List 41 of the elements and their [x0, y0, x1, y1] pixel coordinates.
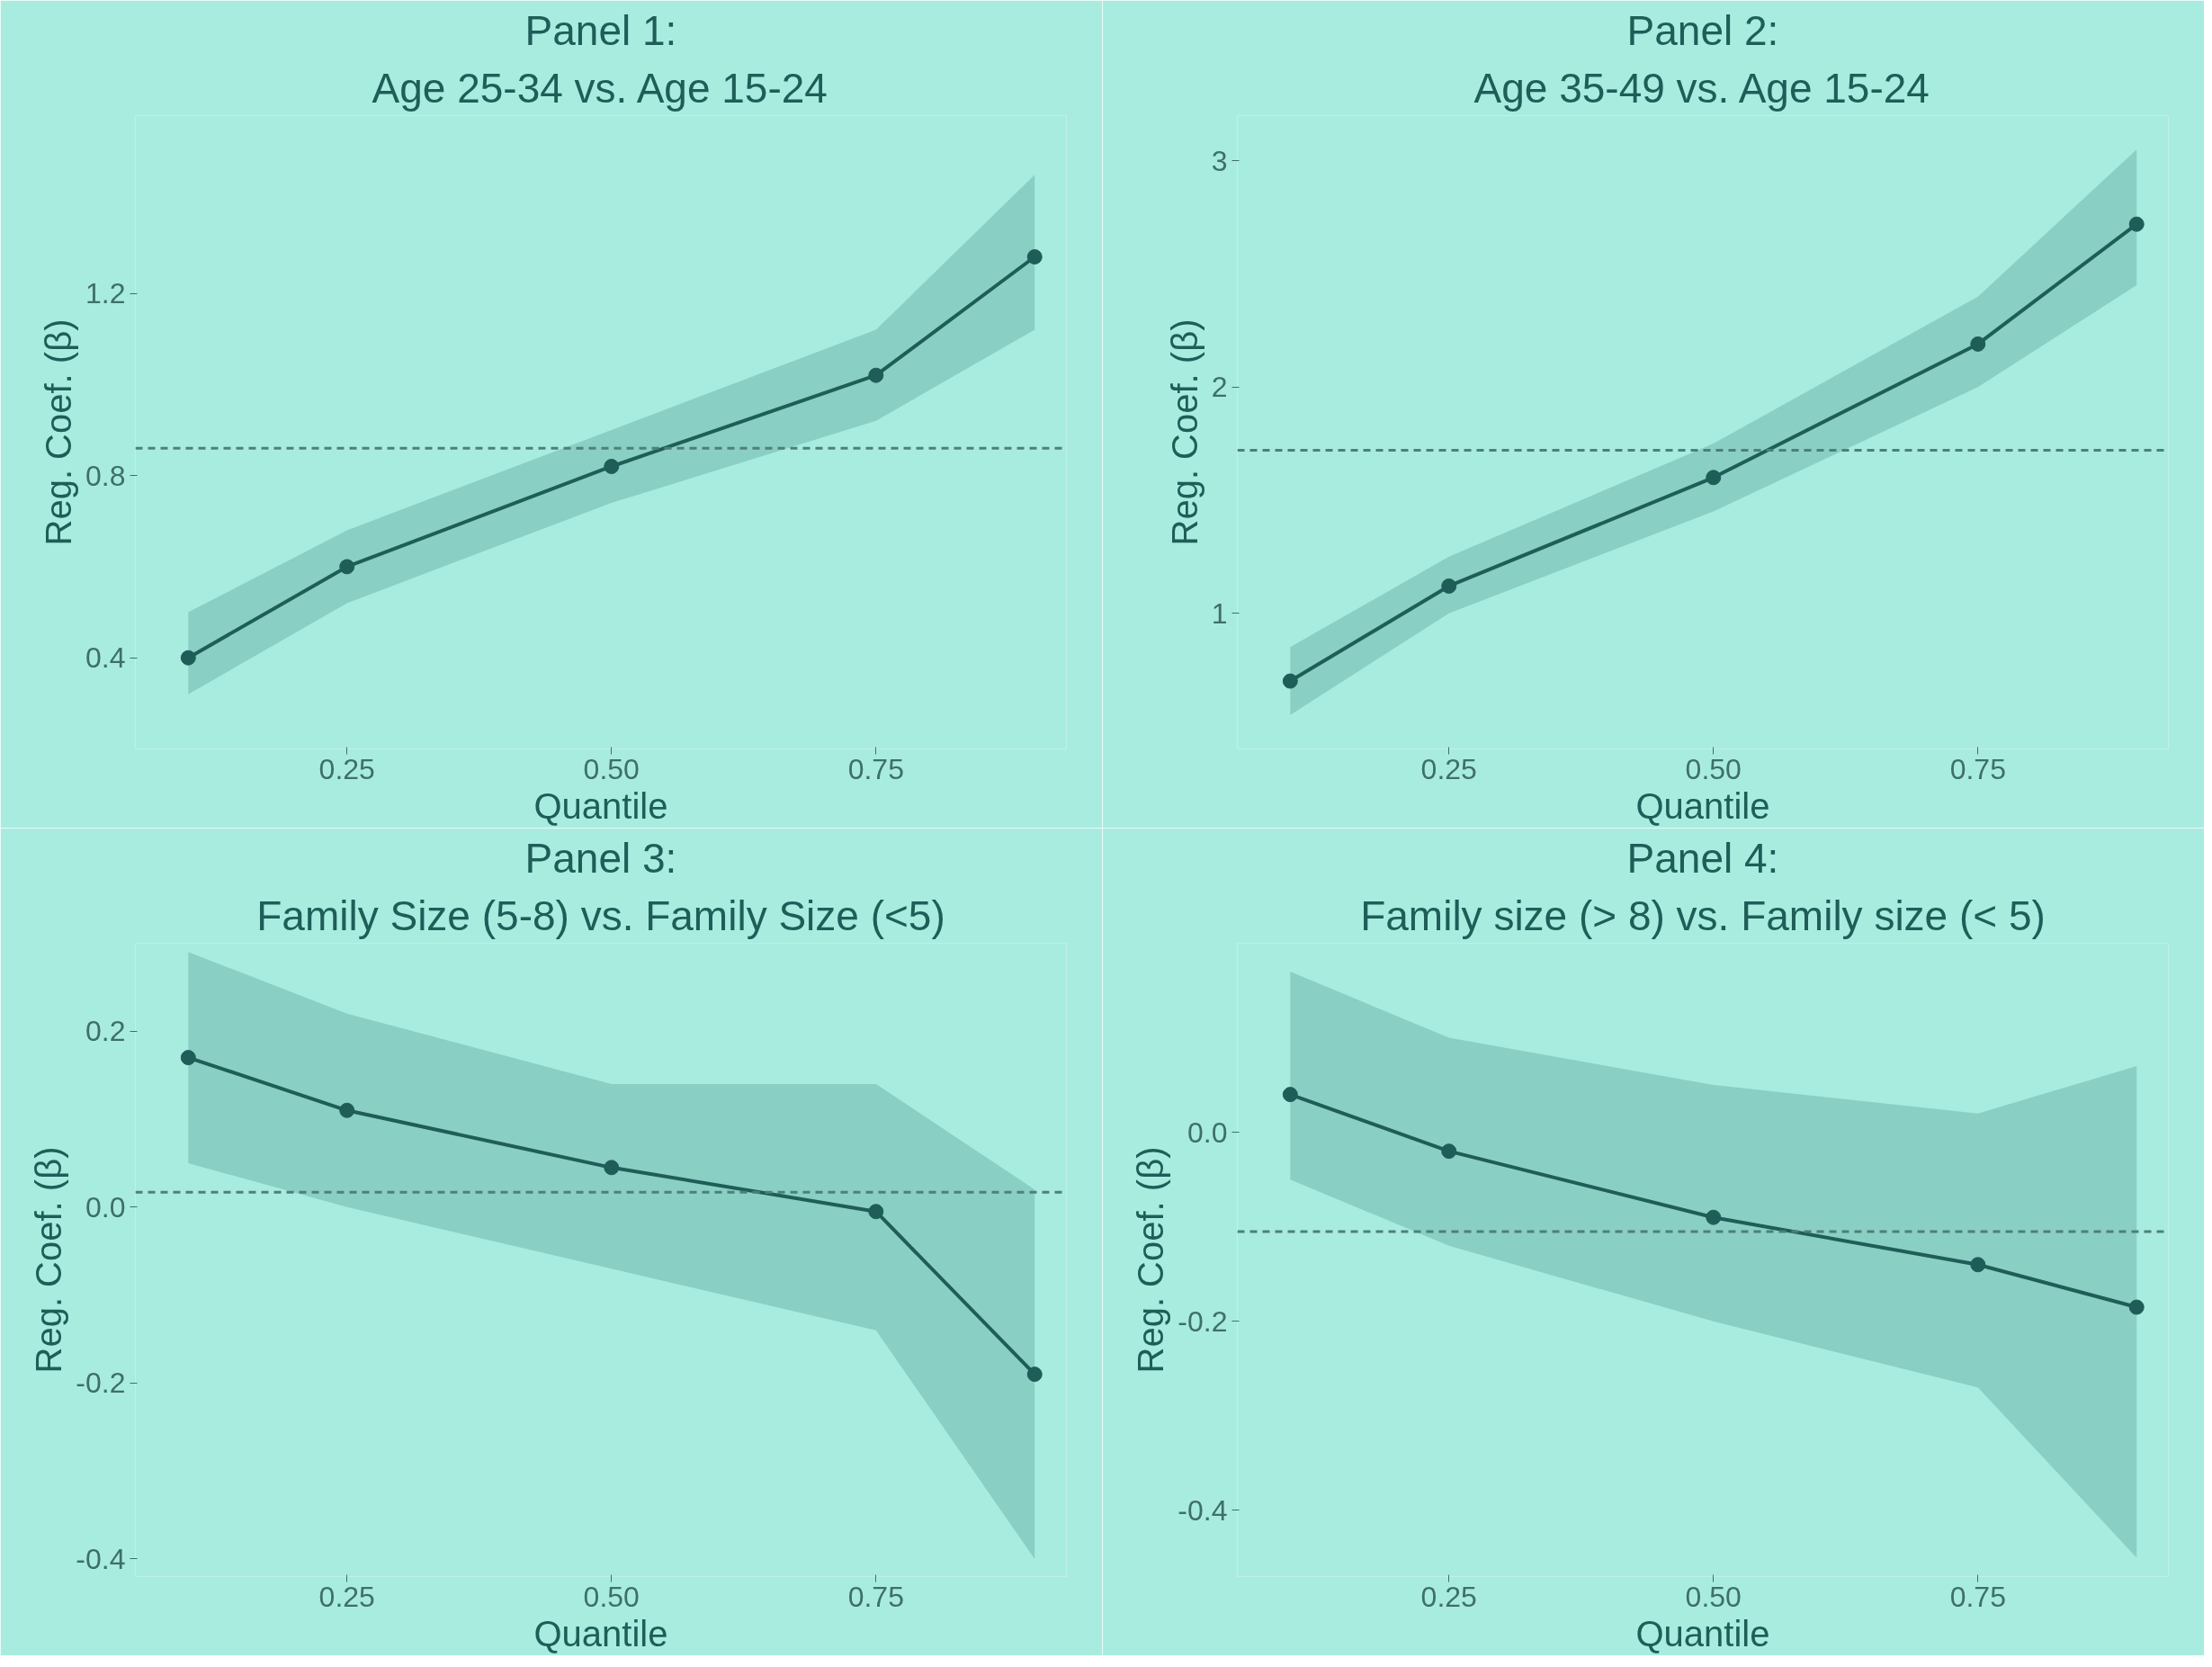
x-tick-label: 0.50: [1685, 752, 1742, 785]
x-tick-label: 0.75: [847, 752, 904, 785]
chart-subtitle: Family Size (5-8) vs. Family Size (<5): [256, 892, 945, 939]
x-axis-title: Quantile: [1635, 785, 1770, 826]
x-tick-label: 0.25: [318, 752, 375, 785]
y-tick-label: 0.0: [1187, 1116, 1228, 1149]
y-tick-label: 3: [1211, 144, 1228, 177]
x-axis-title: Quantile: [533, 1613, 668, 1654]
y-tick-label: 1: [1211, 596, 1228, 630]
x-tick-label: 0.25: [1420, 752, 1477, 785]
y-tick-label: 2: [1211, 371, 1228, 404]
y-tick-label: -0.2: [1178, 1304, 1228, 1338]
x-tick-label: 0.50: [583, 752, 640, 785]
x-tick-label: 0.75: [1949, 752, 2006, 785]
x-tick-label: 0.50: [583, 1580, 640, 1613]
x-axis-title: Quantile: [1635, 1613, 1770, 1654]
y-axis-title: Reg. Coef. (β): [39, 318, 79, 546]
chart-title: Panel 3:: [524, 834, 677, 882]
chart-title: Panel 2:: [1626, 6, 1779, 54]
y-tick-label: -0.4: [1178, 1493, 1228, 1527]
x-tick-label: 0.75: [1949, 1580, 2006, 1613]
y-tick-label: 0.0: [85, 1190, 126, 1223]
y-tick-label: 1.2: [85, 277, 126, 310]
x-tick-label: 0.50: [1685, 1580, 1742, 1613]
y-axis-title: Reg. Coef. (β): [1164, 318, 1205, 546]
chart-subtitle: Age 35-49 vs. Age 15-24: [1473, 64, 1930, 112]
chart-title: Panel 1:: [524, 6, 677, 54]
chart-title: Panel 4:: [1626, 834, 1779, 882]
chart-subtitle: Age 25-34 vs. Age 15-24: [372, 64, 828, 112]
x-axis-title: Quantile: [533, 785, 668, 826]
chart-subtitle: Family size (> 8) vs. Family size (< 5): [1360, 892, 2046, 939]
y-tick-label: 0.2: [85, 1015, 126, 1048]
y-tick-label: -0.4: [76, 1542, 126, 1575]
x-tick-label: 0.75: [847, 1580, 904, 1613]
x-tick-label: 0.25: [318, 1580, 375, 1613]
x-tick-label: 0.25: [1420, 1580, 1477, 1613]
y-axis-title: Reg. Coef. (β): [1131, 1146, 1171, 1374]
y-tick-label: 0.8: [85, 459, 126, 492]
y-tick-label: -0.2: [76, 1367, 126, 1400]
y-tick-label: 0.4: [85, 641, 126, 675]
y-axis-title: Reg. Coef. (β): [29, 1146, 69, 1374]
